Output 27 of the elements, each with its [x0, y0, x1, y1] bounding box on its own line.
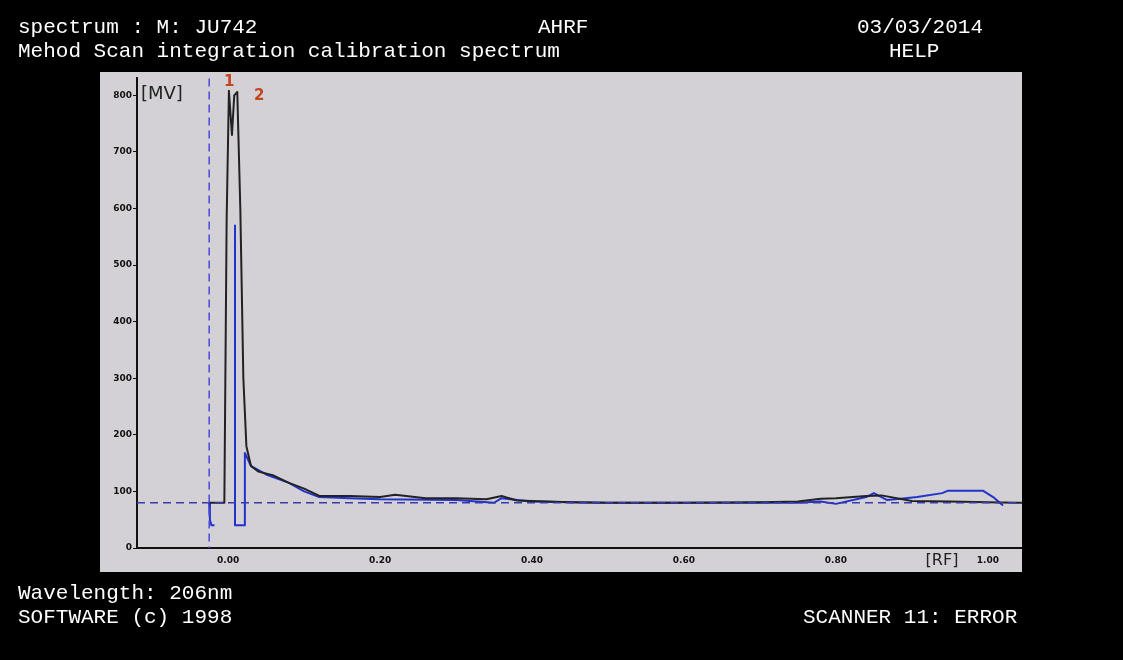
y-tick-label: 300 [113, 372, 132, 383]
text: Wavelength: 206nm [18, 582, 233, 605]
x-tick-label: 0.80 [824, 554, 847, 565]
annotation: 2 [254, 86, 265, 104]
y-tick-label: 800 [113, 89, 132, 100]
y-tick-label: 0 [125, 542, 132, 553]
text: HELP [889, 40, 940, 63]
y-tick-label: 100 [113, 485, 132, 496]
text: Mehod Scan integration calibration spectrum [18, 40, 560, 63]
x-tick-label: 0.40 [520, 554, 544, 565]
x-tick-label: 0.60 [672, 554, 696, 565]
text: 03/03/2014 [857, 16, 984, 39]
x-axis-title: [RF] [925, 550, 959, 570]
text: AHRF [538, 16, 589, 39]
y-tick-label: 200 [113, 429, 132, 440]
text: SCANNER 11: ERROR [803, 606, 1018, 629]
y-axis-title: [MV] [141, 82, 183, 104]
text: SOFTWARE (c) 1998 [18, 606, 233, 629]
annotation: 1 [224, 72, 235, 90]
y-tick-label: 400 [113, 316, 132, 327]
y-tick-label: 600 [113, 202, 132, 213]
x-tick-label: 1.00 [976, 554, 999, 565]
x-tick-label: 0.00 [217, 554, 240, 565]
y-tick-label: 700 [113, 146, 132, 157]
text: spectrum : M: JU742 [18, 16, 258, 39]
y-tick-label: 500 [113, 259, 132, 270]
x-tick-label: 0.20 [368, 554, 392, 565]
